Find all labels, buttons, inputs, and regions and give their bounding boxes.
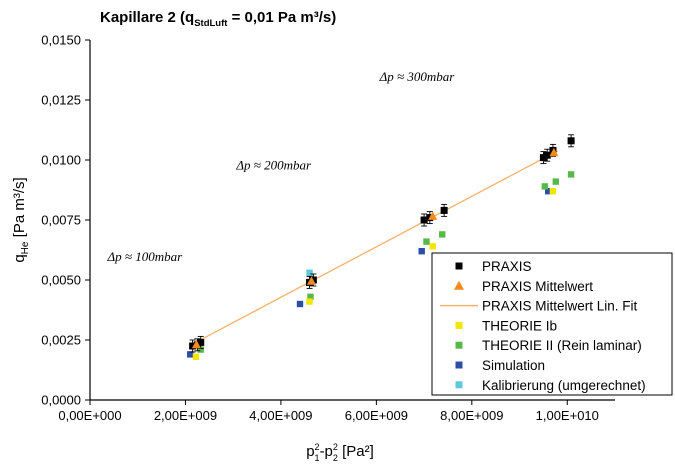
y-axis-label-sub: He — [20, 241, 31, 254]
x-tick-label: 4,00E+009 — [249, 408, 312, 423]
data-point — [567, 137, 575, 145]
data-point — [192, 353, 200, 360]
x-ticks: 0,00E+000 2,00E+009 4,00E+009 6,00E+009 8,00… — [58, 400, 599, 423]
chart-title-sub: StdLuft — [194, 18, 228, 29]
legend-swatch — [455, 381, 463, 389]
x-tick-label: 8,00E+009 — [440, 408, 503, 423]
y-tick-label: 0,0025 — [41, 333, 81, 348]
data-point — [439, 231, 446, 238]
data-point — [296, 300, 304, 308]
legend-swatch — [455, 361, 463, 369]
y-tick-label: 0,0100 — [41, 153, 81, 168]
y-tick-label: 0,0000 — [41, 393, 81, 408]
legend-label: Simulation — [482, 358, 545, 373]
chart-title-main: Kapillare 2 (q — [100, 9, 194, 26]
y-axis-label-main: q — [11, 254, 28, 262]
data-point — [306, 298, 313, 305]
legend-box — [431, 252, 673, 396]
data-point — [187, 351, 194, 358]
legend-label: THEORIE Ib — [482, 318, 557, 333]
y-tick-label: 0,0150 — [41, 33, 81, 48]
data-point — [418, 248, 425, 255]
annotation-label: Δp ≈ 200mbar — [235, 158, 312, 173]
data-point — [189, 342, 197, 350]
legend-label: Kalibrierung (umgerechnet) — [482, 378, 646, 393]
y-axis-label: qHe [Pa m³/s] — [11, 177, 31, 262]
legend-label: THEORIE II (Rein laminar) — [482, 338, 642, 353]
data-point — [544, 188, 552, 195]
legend-label: PRAXIS — [482, 259, 532, 274]
data-point-mean — [191, 339, 201, 349]
fit-line-layer — [189, 150, 559, 346]
y-ticks: 0,0000 0,0025 0,0050 0,0075 0,0100 0,0125 0,01… — [41, 33, 90, 408]
legend-swatch — [455, 341, 463, 349]
data-point-mean — [549, 147, 559, 157]
x-axis-label-a-sub: 1 — [315, 453, 320, 463]
data-point — [541, 183, 549, 190]
data-point — [197, 346, 204, 353]
data-point — [420, 216, 428, 224]
fit-line — [189, 150, 559, 346]
data-point — [539, 154, 547, 162]
data-point — [429, 243, 436, 250]
y-tick-label: 0,0075 — [41, 213, 81, 228]
data-point — [543, 151, 551, 159]
chart-title: Kapillare 2 (qStdLuft = 0,01 Pa m³/s) — [100, 9, 336, 29]
x-axis-label-b-sub: 2 — [333, 453, 338, 463]
x-tick-label: 6,00E+009 — [345, 408, 408, 423]
legend-items: PRAXIS PRAXIS Mittelwert PRAXIS Mittelwert… — [440, 259, 646, 393]
data-point-mean — [306, 276, 316, 285]
data-point — [423, 238, 430, 245]
legend-swatch — [455, 262, 463, 270]
data-point — [567, 171, 575, 178]
x-axis-label: p2 1-p2 2 [Pa²] — [306, 442, 374, 463]
x-tick-label: 0,00E+000 — [58, 408, 121, 423]
data-point — [306, 269, 313, 276]
legend-label: PRAXIS Mittelwert Lin. Fit — [482, 299, 638, 314]
data-point — [307, 293, 314, 300]
data-point — [440, 206, 448, 214]
data-point-mean — [428, 211, 438, 220]
chart-title-tail: = 0,01 Pa m³/s) — [227, 9, 336, 26]
x-axis-label-b: -p — [320, 443, 333, 460]
x-axis-label-a: p — [306, 443, 314, 460]
x-tick-label: 2,00E+009 — [154, 408, 217, 423]
x-axis-label-b-sup: 2 — [333, 442, 338, 452]
annotation-label: Δp ≈ 100mbar — [107, 249, 184, 264]
points-layer — [187, 134, 575, 360]
data-point — [197, 338, 205, 346]
x-axis-label-tail: [Pa²] — [338, 443, 374, 460]
x-axis-label-a-sup: 2 — [315, 442, 320, 452]
y-tick-label: 0,0125 — [41, 93, 81, 108]
data-point — [552, 178, 560, 185]
legend: PRAXIS PRAXIS Mittelwert PRAXIS Mittelwert… — [431, 252, 673, 396]
y-axis-label-tail: [Pa m³/s] — [11, 177, 28, 241]
legend-swatch — [455, 321, 463, 329]
y-tick-label: 0,0050 — [41, 273, 81, 288]
legend-label: PRAXIS Mittelwert — [482, 279, 593, 294]
data-point — [549, 188, 557, 195]
legend-swatch — [454, 280, 464, 290]
annotation-label: Δp ≈ 300mbar — [379, 69, 456, 84]
x-tick-label: 1,00E+010 — [536, 408, 599, 423]
